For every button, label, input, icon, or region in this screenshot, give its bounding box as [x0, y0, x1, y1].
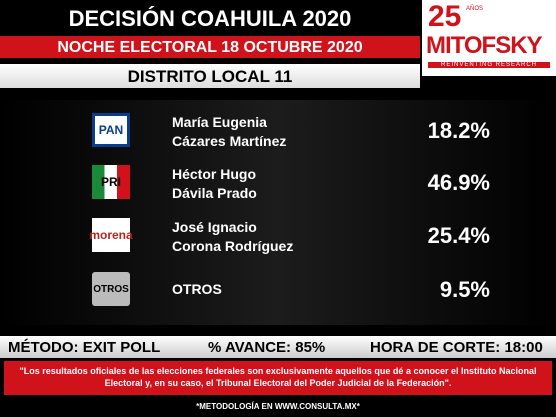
cutoff: HORA DE CORTE: 18:00: [370, 339, 543, 356]
party-logo: morena: [89, 218, 133, 252]
district: DISTRITO LOCAL 11: [127, 67, 293, 86]
logo-brand: MITOFSKY: [426, 32, 543, 59]
candidate-name: Cázares Martínez: [172, 133, 287, 149]
candidate-name: María Eugenia: [172, 114, 267, 130]
progress: % AVANCE: 85%: [208, 339, 326, 356]
district-band: [0, 64, 420, 88]
logo-tagline: REINVENTING RESEARCH: [428, 62, 550, 68]
candidate-name: Dávila Prado: [172, 185, 257, 201]
methodology: *METODOLOGÍA EN WWW.CONSULTA.MX*: [196, 402, 360, 411]
percent: 9.5%: [439, 277, 490, 302]
candidate-name: Héctor Hugo: [172, 166, 256, 182]
party-logo: PAN: [92, 113, 130, 147]
red-band: [0, 36, 420, 58]
candidate-name: Corona Rodríguez: [172, 238, 294, 254]
title: DECISIÓN COAHUILA 2020: [68, 6, 352, 31]
candidate-name: OTROS: [172, 281, 222, 297]
logo-small: AÑOS: [466, 6, 484, 12]
footer-band: MÉTODO: EXIT POLL % AVANCE: 85% HORA DE …: [0, 336, 556, 358]
note: "Los resultados oficiales de las eleccio…: [4, 361, 552, 395]
logo-number: 25: [428, 0, 462, 33]
note-text: "Los resultados oficiales de las eleccio…: [19, 366, 537, 388]
party-logo: PRI: [92, 165, 130, 199]
candidate-name: José Ignacio: [172, 219, 257, 235]
subtitle: NOCHE ELECTORAL 18 OCTUBRE 2020: [57, 39, 363, 56]
percent: 25.4%: [427, 223, 490, 248]
logo: 25 AÑOS MITOFSKY REINVENTING RESEARCH: [422, 0, 556, 76]
percent: 18.2%: [427, 118, 490, 143]
percent: 46.9%: [427, 170, 490, 195]
method: MÉTODO: EXIT POLL: [8, 339, 161, 356]
party-logo: OTROS: [92, 272, 130, 306]
